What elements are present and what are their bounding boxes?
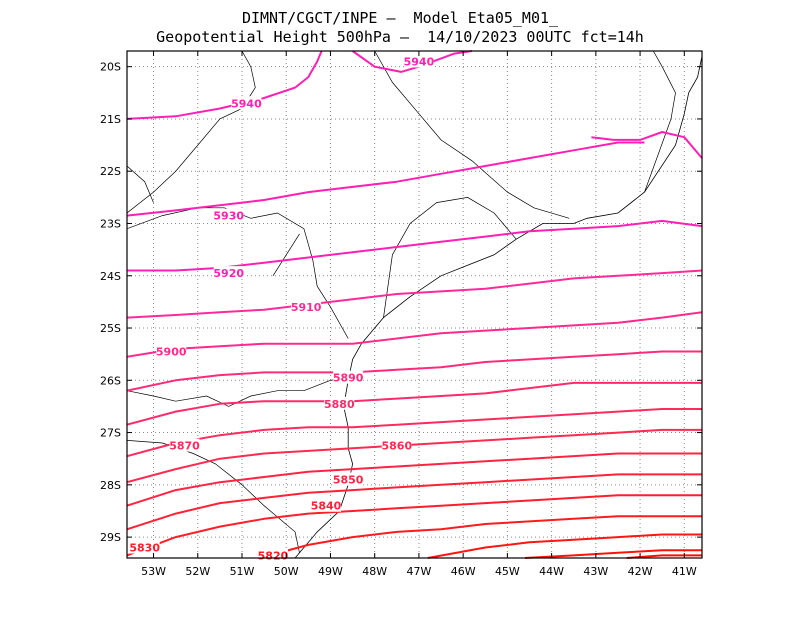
y-tick-label: 28S	[100, 479, 121, 492]
y-tick-label: 27S	[100, 427, 121, 440]
x-tick-label: 45W	[495, 565, 520, 578]
contour-label-bg	[169, 438, 200, 452]
y-tick-label: 26S	[100, 374, 121, 387]
state-border	[383, 197, 517, 318]
x-tick-label: 46W	[451, 565, 476, 578]
contour-label-bg	[156, 344, 187, 358]
x-tick-label: 53W	[141, 565, 166, 578]
contour-labels: 5940 5940 5930 5920 5910 5900 5890 5880 5870 5860…	[129, 54, 435, 562]
contour-label-5890: 5890	[333, 372, 364, 385]
contour-label-5880: 5880	[324, 398, 355, 411]
x-tick-label: 44W	[539, 565, 564, 578]
x-tick-label: 50W	[274, 565, 299, 578]
state-border	[126, 165, 154, 203]
contour-label-bg	[213, 266, 244, 280]
plot-frame	[126, 50, 703, 559]
contour-label-5920: 5920	[213, 267, 244, 280]
contour-5920	[127, 219, 703, 272]
contour-5930	[126, 141, 645, 217]
x-tick-label: 48W	[362, 565, 387, 578]
contour-5830	[126, 494, 702, 557]
contour-label-bg	[403, 54, 434, 68]
contour-label-5820: 5820	[258, 549, 289, 562]
contour-label-bg	[291, 300, 322, 314]
state-border	[126, 207, 349, 339]
contour-label-5910: 5910	[291, 301, 322, 314]
contour-5910	[126, 269, 703, 319]
state-border	[374, 50, 570, 219]
y-tick-label: 23S	[100, 217, 121, 230]
contour-label-bg	[231, 96, 262, 110]
chart-title-line-1: DIMNT/CGCT/INPE – Model Eta05_M01_	[241, 9, 559, 27]
contour-label-bg	[381, 438, 412, 452]
y-tick-label: 25S	[100, 322, 121, 335]
x-tick-label: 47W	[406, 565, 431, 578]
contour-label-5940: 5940	[231, 97, 262, 110]
contour-5850	[126, 452, 702, 507]
contour-5890	[126, 350, 702, 392]
contour-5860	[126, 428, 702, 484]
contour-5870	[126, 408, 702, 458]
contour-5940	[591, 131, 703, 159]
contour-5940	[352, 50, 473, 73]
contour-label-5840: 5840	[311, 500, 342, 513]
contour-5900	[126, 311, 703, 358]
contour-label-bg	[324, 396, 355, 410]
y-tick-label: 24S	[100, 270, 121, 283]
y-tick-label: 29S	[100, 531, 121, 544]
x-tick-label: 49W	[318, 565, 343, 578]
contour-5840	[126, 473, 702, 531]
y-tick-label: 20S	[100, 61, 121, 74]
state-border	[126, 50, 256, 214]
gridlines	[127, 51, 702, 558]
contour-5790	[626, 554, 702, 559]
contour-label-5940: 5940	[404, 55, 435, 68]
contour-label-bg	[213, 208, 244, 222]
state-border	[126, 377, 349, 407]
x-tick-label: 41W	[672, 565, 697, 578]
state-borders	[126, 50, 703, 559]
contour-label-5850: 5850	[333, 474, 364, 487]
contour-label-5830: 5830	[129, 542, 160, 555]
x-tick-label: 52W	[185, 565, 210, 578]
contour-label-5930: 5930	[213, 210, 244, 223]
state-border	[644, 50, 676, 193]
contour-label-bg	[333, 370, 364, 384]
contour-5880	[126, 381, 702, 426]
chart-title-line-2: Geopotential Height 500hPa – 14/10/2023 …	[156, 28, 644, 46]
y-tick-label: 22S	[100, 165, 121, 178]
contour-label-5870: 5870	[169, 440, 200, 453]
contour-label-5860: 5860	[381, 440, 412, 453]
contour-5800	[525, 549, 702, 559]
contour-label-bg	[311, 498, 342, 512]
x-tick-label: 42W	[628, 565, 653, 578]
x-tick-label: 51W	[230, 565, 255, 578]
contour-5940	[126, 50, 323, 120]
axis-ticks: 53W 52W 51W 50W 49W 48W 47W 46W 45W 44W 43W 42W 41W 2…	[100, 51, 702, 578]
x-tick-label: 43W	[583, 565, 608, 578]
contour-5810	[427, 533, 702, 559]
contour-5820	[259, 515, 702, 559]
contour-label-5900: 5900	[156, 346, 187, 359]
state-border	[272, 233, 300, 276]
y-tick-label: 21S	[100, 113, 121, 126]
contour-label-bg	[333, 472, 364, 486]
contour-label-bg	[129, 540, 160, 554]
